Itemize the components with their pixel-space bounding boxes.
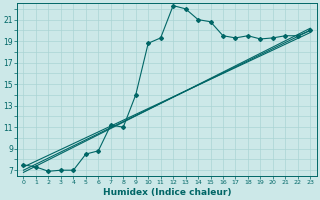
- X-axis label: Humidex (Indice chaleur): Humidex (Indice chaleur): [103, 188, 231, 197]
